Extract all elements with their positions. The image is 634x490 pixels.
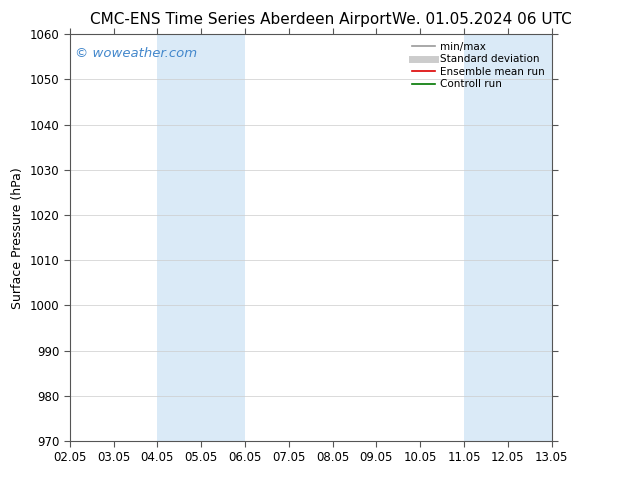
Legend: min/max, Standard deviation, Ensemble mean run, Controll run: min/max, Standard deviation, Ensemble me… xyxy=(410,40,547,92)
Y-axis label: Surface Pressure (hPa): Surface Pressure (hPa) xyxy=(11,167,24,309)
Bar xyxy=(157,34,245,441)
Bar xyxy=(464,34,552,441)
Text: © woweather.com: © woweather.com xyxy=(75,47,197,59)
Text: CMC-ENS Time Series Aberdeen Airport: CMC-ENS Time Series Aberdeen Airport xyxy=(90,12,392,27)
Text: We. 01.05.2024 06 UTC: We. 01.05.2024 06 UTC xyxy=(392,12,572,27)
